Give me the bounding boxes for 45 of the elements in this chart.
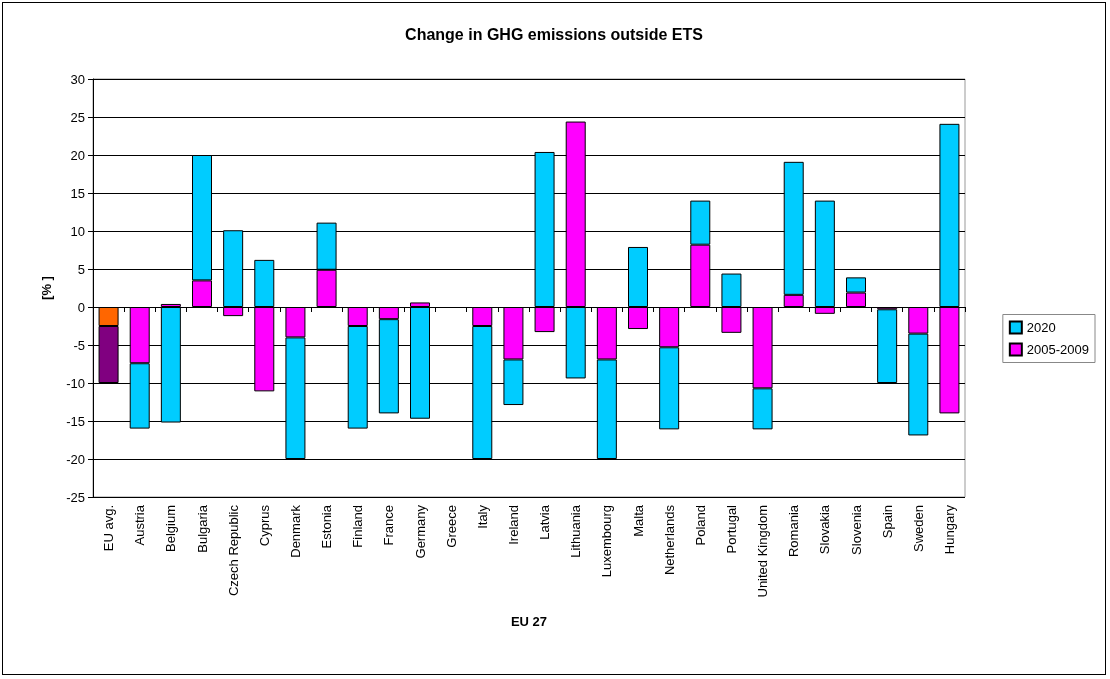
x-axis-title: EU 27 (510, 614, 548, 629)
x-tick-label: Poland (692, 505, 708, 546)
legend-label: 2020 (1026, 320, 1056, 335)
x-tick-label: Czech Republic (225, 504, 241, 597)
y-tick-label: -15 (66, 413, 85, 429)
x-tick-label: Denmark (287, 504, 303, 558)
x-tick-label: Malta (630, 504, 646, 537)
x-tick-label: Ireland (505, 505, 521, 545)
legend-label: 2005-2009 (1026, 342, 1089, 357)
x-tick-label: Netherlands (661, 504, 677, 576)
x-tick-label: Lithuania (568, 504, 584, 558)
x-tick-label: Hungary (941, 504, 957, 555)
y-tick-label: 30 (70, 71, 85, 87)
x-tick-label: Sweden (910, 505, 926, 552)
x-tick-label: EU avg. (101, 505, 117, 552)
y-tick-label: 0 (77, 299, 85, 315)
x-tick-label: Austria (132, 504, 148, 546)
y-tick-label: -20 (66, 451, 85, 467)
x-tick-label: Romania (786, 504, 802, 558)
y-tick-label: 20 (70, 147, 85, 163)
x-tick-label: Finland (350, 505, 366, 548)
x-tick-label: Spain (879, 505, 895, 539)
x-tick-label: Latvia (537, 504, 553, 540)
chart-title: Change in GHG emissions outside ETS (405, 25, 704, 43)
y-tick-label: -5 (73, 337, 85, 353)
y-tick-label: -10 (66, 375, 85, 391)
y-tick-label: 10 (70, 223, 85, 239)
x-tick-label: Greece (443, 505, 459, 548)
x-tick-label: Belgium (163, 505, 179, 552)
x-tick-label: Slovakia (817, 504, 833, 555)
x-tick-label: Slovenia (848, 504, 864, 555)
x-tick-label: Luxembourg (599, 505, 615, 578)
y-tick-label: 15 (70, 185, 85, 201)
x-tick-label: Italy (474, 504, 490, 529)
x-tick-label: Cyprus (256, 504, 272, 547)
x-tick-label: Bulgaria (194, 504, 210, 553)
y-axis-title: [% ] (39, 276, 54, 300)
y-tick-label: 5 (77, 261, 85, 277)
x-tick-label: Portugal (723, 504, 739, 554)
x-tick-label: Germany (412, 504, 428, 559)
y-tick-label: -25 (66, 489, 85, 505)
y-tick-label: 25 (70, 109, 85, 125)
x-tick-label: United Kingdom (755, 505, 771, 598)
x-tick-label: France (381, 505, 397, 546)
x-tick-label: Estonia (319, 504, 335, 549)
